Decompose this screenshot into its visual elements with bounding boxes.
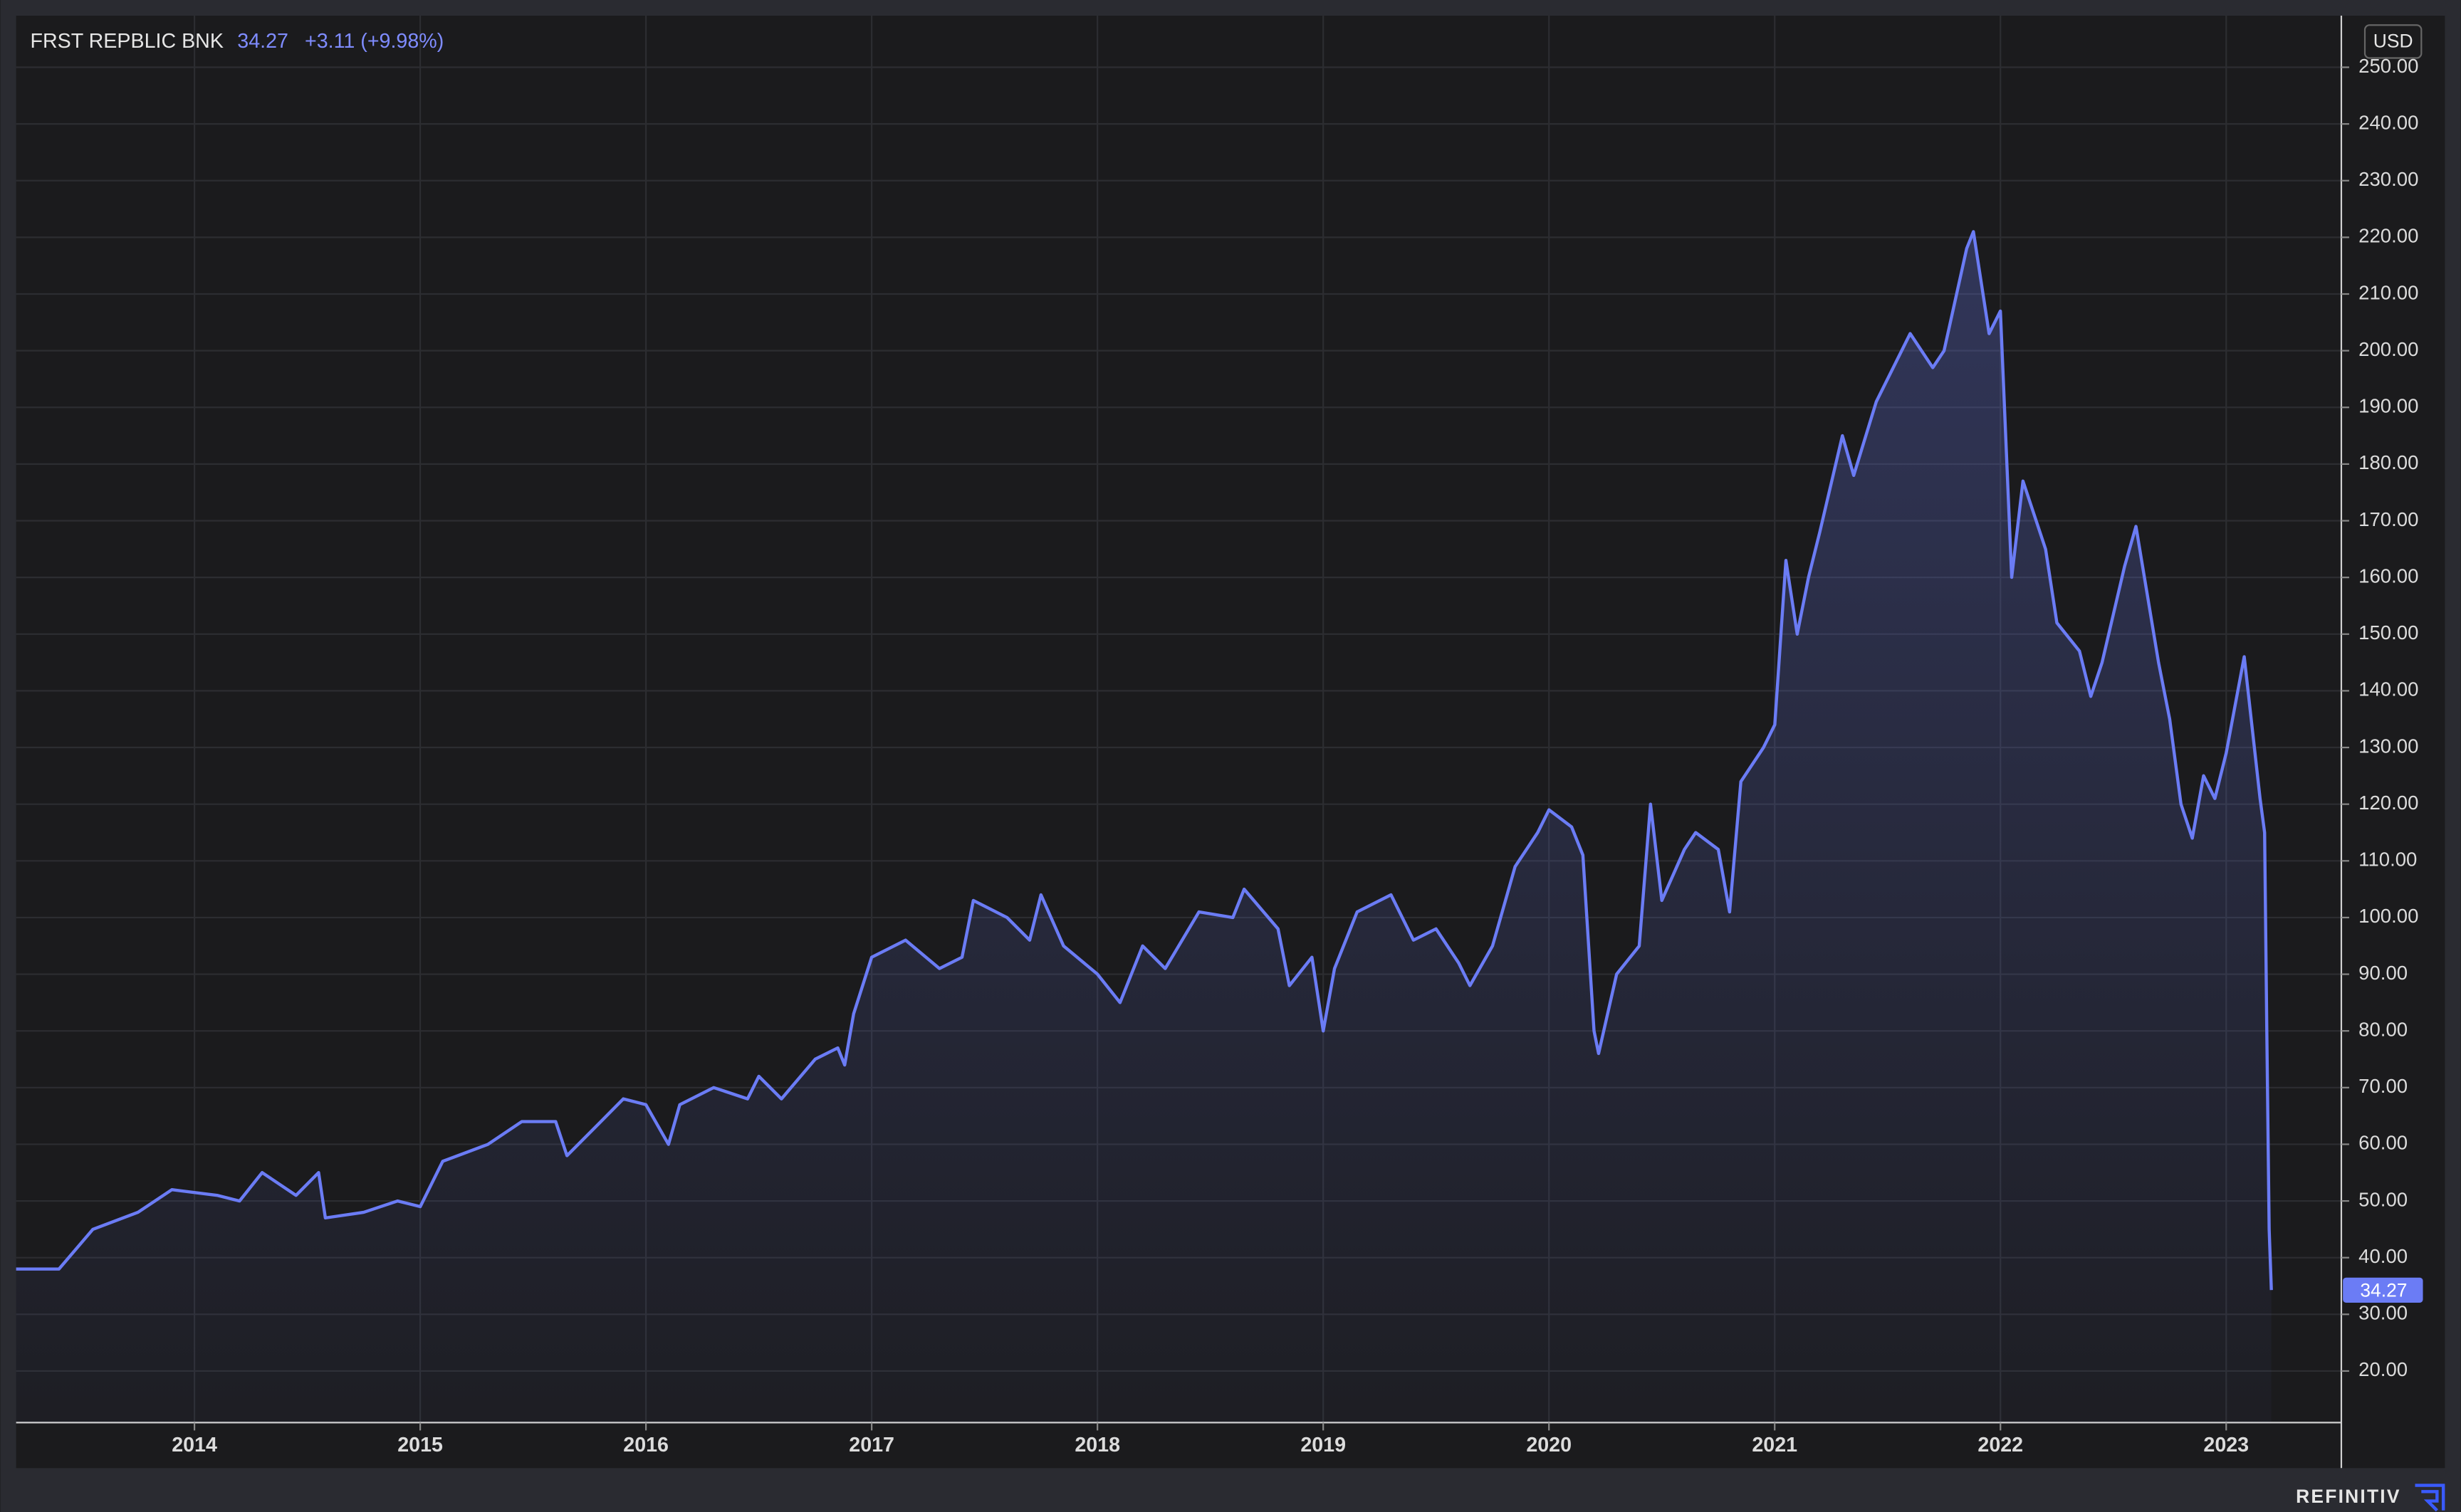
x-tick-label: 2018 bbox=[1075, 1434, 1120, 1456]
y-tick-label: 230.00 bbox=[2358, 168, 2418, 190]
y-tick-label: 70.00 bbox=[2358, 1075, 2408, 1097]
y-tick-label: 160.00 bbox=[2358, 565, 2418, 587]
y-tick-label: 80.00 bbox=[2358, 1018, 2408, 1040]
currency: USD bbox=[2373, 30, 2413, 51]
y-tick-label: 130.00 bbox=[2358, 735, 2418, 757]
last-price-label: 34.27 bbox=[2360, 1280, 2407, 1301]
x-tick-label: 2023 bbox=[2203, 1434, 2249, 1456]
x-tick-label: 2019 bbox=[1300, 1434, 1346, 1456]
x-tick-label: 2015 bbox=[397, 1434, 443, 1456]
x-tick-label: 2022 bbox=[1977, 1434, 2023, 1456]
y-tick-label: 210.00 bbox=[2358, 281, 2418, 303]
last-price-badge bbox=[2343, 1277, 2423, 1303]
y-tick-label: 40.00 bbox=[2358, 1245, 2408, 1267]
y-tick-label: 100.00 bbox=[2358, 905, 2418, 927]
area bbox=[16, 231, 2272, 1423]
y-tick-label: 240.00 bbox=[2358, 111, 2418, 133]
y-tick-label: 220.00 bbox=[2358, 225, 2418, 247]
price: 34.27 bbox=[237, 30, 288, 53]
change: +3.11 (+9.98%) bbox=[305, 30, 444, 53]
y-tick-label: 110.00 bbox=[2358, 849, 2417, 871]
y-tick-label: 90.00 bbox=[2358, 962, 2408, 984]
instrument-name: FRST REPBLIC BNK bbox=[30, 30, 223, 53]
x-tick-label: 2017 bbox=[849, 1434, 894, 1456]
y-tick-label: 200.00 bbox=[2358, 338, 2418, 360]
y-tick-label: 140.00 bbox=[2358, 678, 2418, 700]
x-tick-label: 2020 bbox=[1526, 1434, 1572, 1456]
y-tick-label: 60.00 bbox=[2358, 1132, 2408, 1154]
x-tick-label: 2021 bbox=[1752, 1434, 1797, 1456]
y-tick-label: 250.00 bbox=[2358, 55, 2418, 77]
y-tick-label: 180.00 bbox=[2358, 451, 2418, 473]
y-tick-label: 190.00 bbox=[2358, 395, 2418, 417]
y-tick-label: 150.00 bbox=[2358, 621, 2418, 644]
y-tick-label: 50.00 bbox=[2358, 1188, 2408, 1210]
brand-logo bbox=[2415, 1484, 2445, 1512]
x-tick-label: 2016 bbox=[623, 1434, 669, 1456]
y-tick-label: 20.00 bbox=[2358, 1358, 2408, 1380]
currency-box bbox=[2363, 24, 2423, 59]
price-line bbox=[16, 230, 2273, 1291]
y-tick-label: 30.00 bbox=[2358, 1302, 2408, 1324]
y-tick-label: 120.00 bbox=[2358, 792, 2418, 814]
brand: REFINITIV bbox=[2296, 1486, 2401, 1507]
y-tick-label: 170.00 bbox=[2358, 508, 2418, 530]
x-tick-label: 2014 bbox=[172, 1434, 217, 1456]
